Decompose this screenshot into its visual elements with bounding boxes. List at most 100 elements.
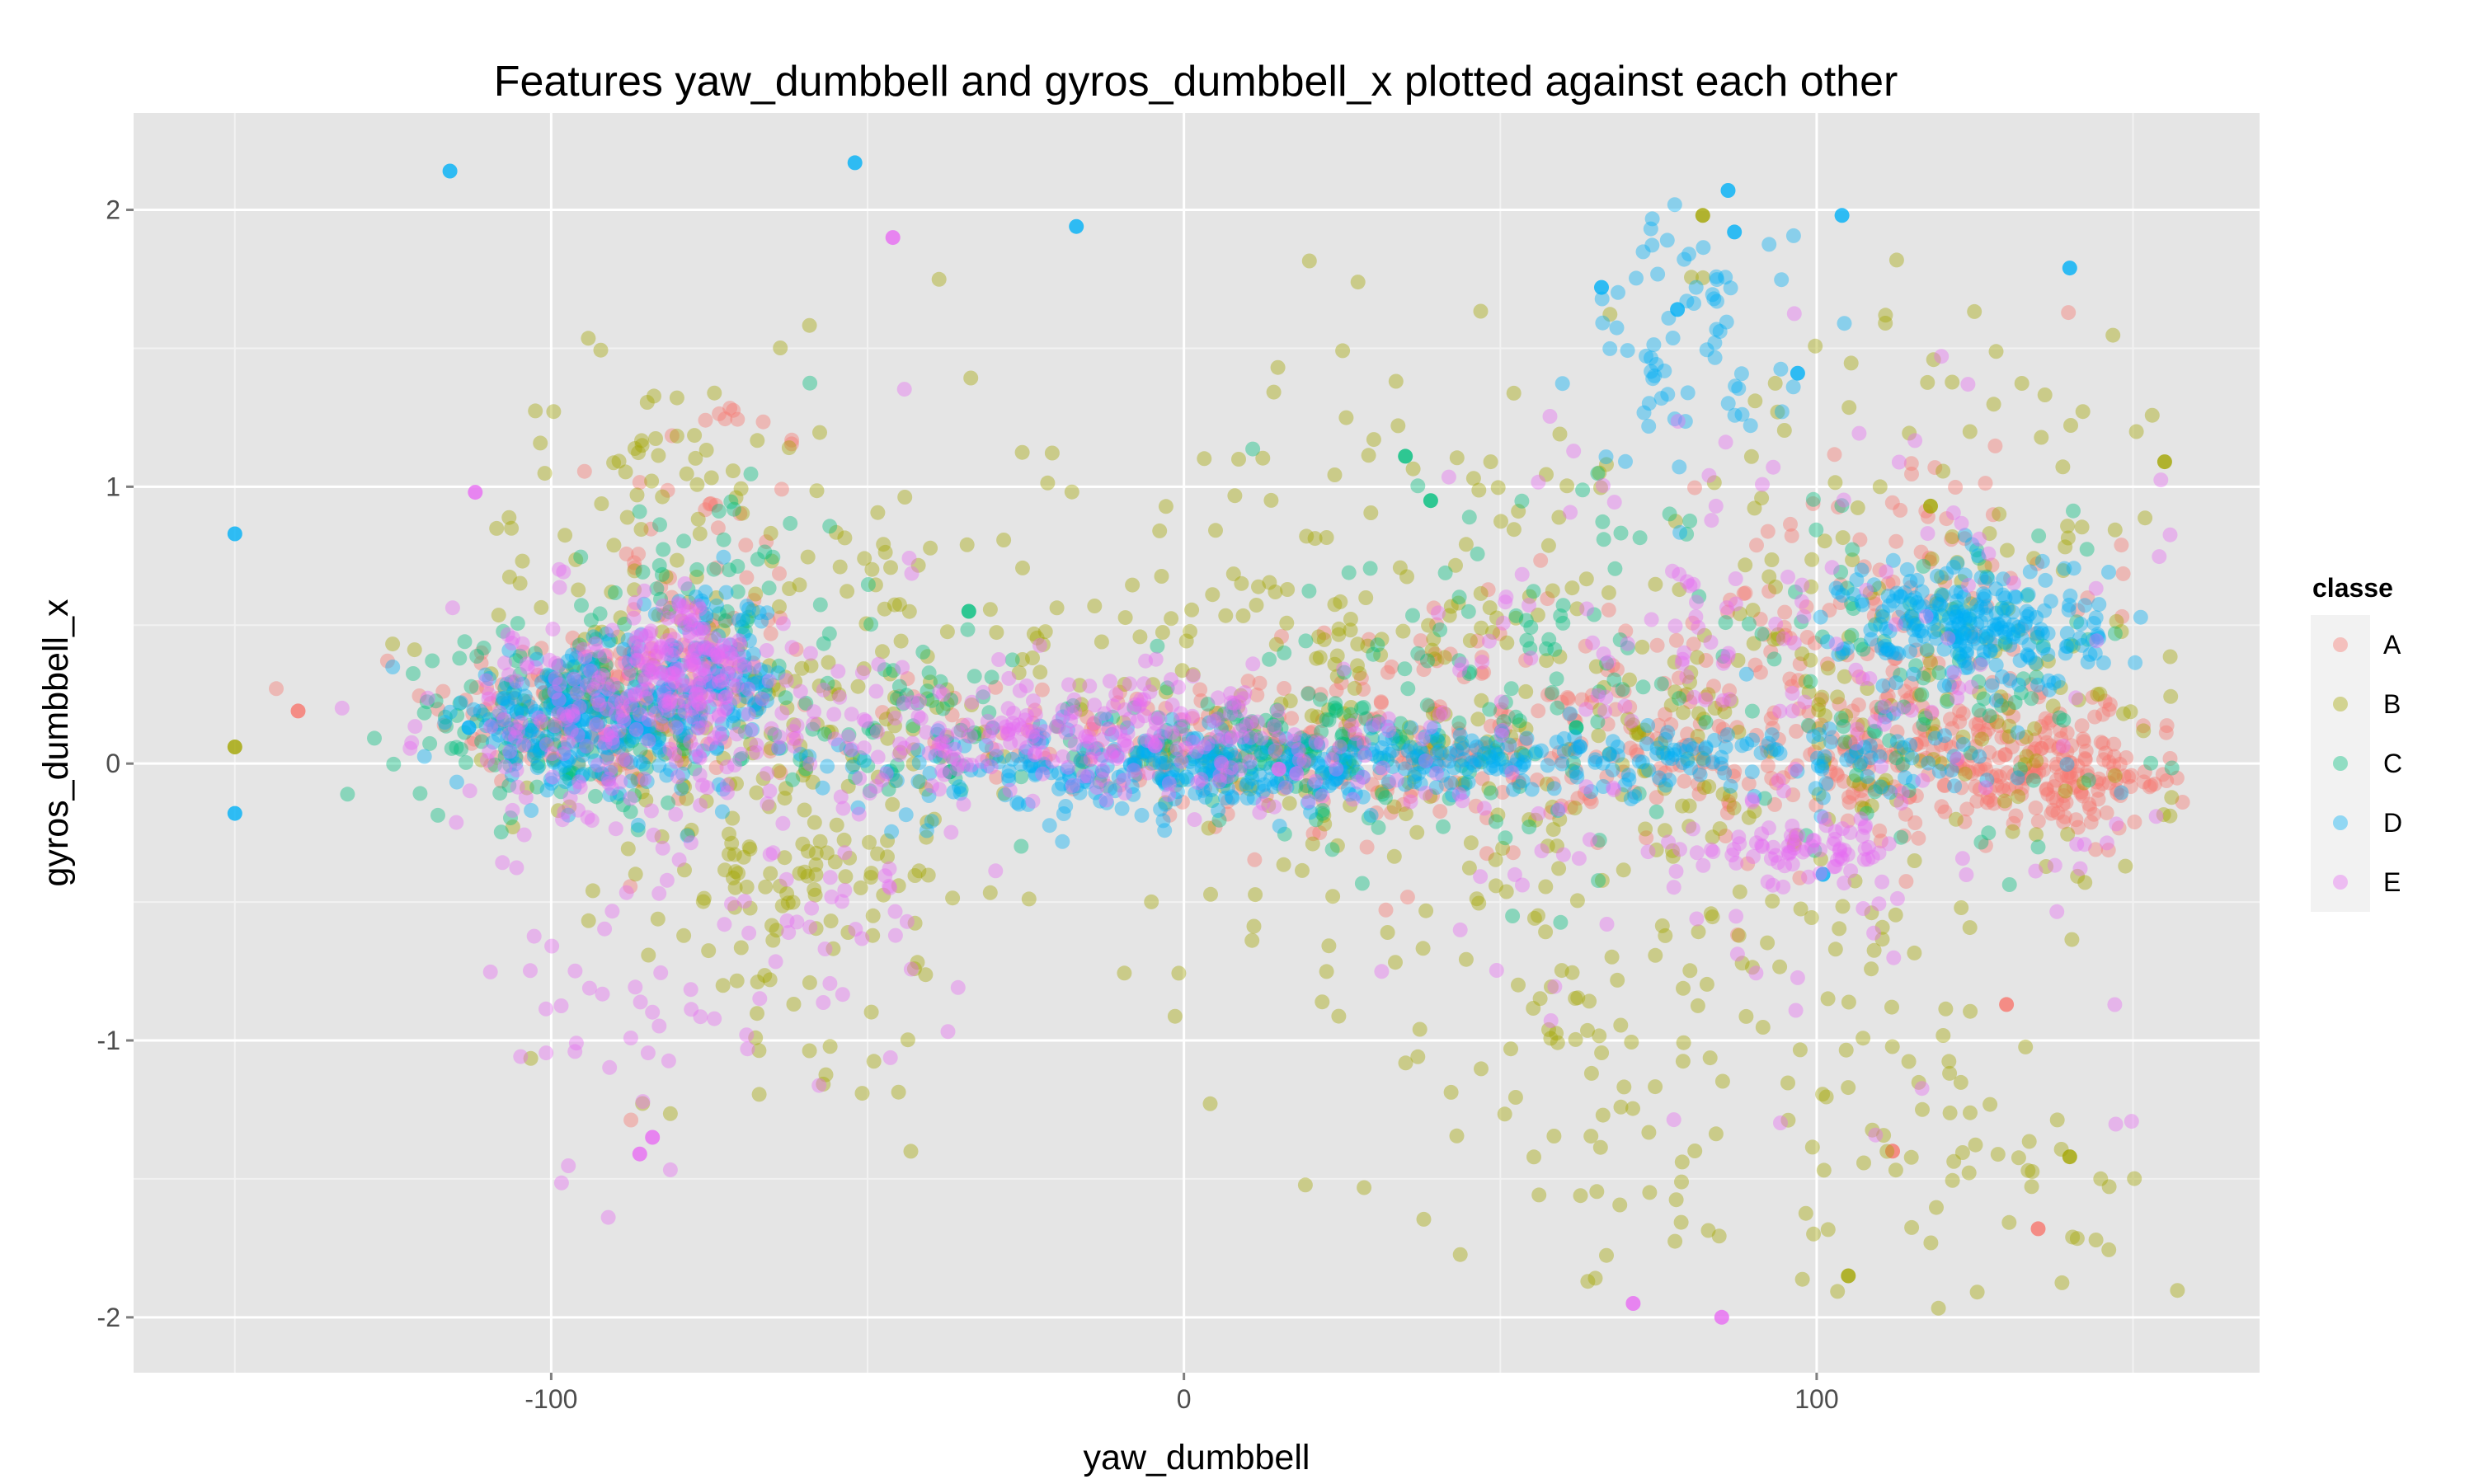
- data-point: [1360, 711, 1376, 726]
- data-point: [1418, 786, 1433, 801]
- data-point: [1805, 491, 1821, 507]
- data-point: [1649, 731, 1665, 747]
- data-point: [797, 864, 812, 880]
- data-point: [1889, 890, 1905, 906]
- data-point: [745, 646, 761, 662]
- data-point: [2000, 765, 2015, 781]
- data-point: [1982, 744, 1997, 760]
- data-point: [1401, 755, 1417, 770]
- data-point: [659, 872, 675, 888]
- data-point: [1690, 998, 1705, 1013]
- data-point: [1785, 703, 1800, 719]
- data-point: [385, 660, 401, 674]
- data-point: [1555, 847, 1571, 862]
- data-point: [1944, 740, 1959, 755]
- data-point: [604, 622, 620, 638]
- data-point: [2078, 744, 2094, 758]
- data-point: [1452, 753, 1468, 768]
- data-point: [1216, 762, 1231, 777]
- data-point: [907, 868, 923, 883]
- data-point: [2044, 805, 2059, 821]
- data-point: [1763, 644, 1779, 660]
- data-point: [1338, 718, 1353, 734]
- data-point: [551, 658, 567, 674]
- data-point: [1959, 753, 1975, 768]
- data-point: [1914, 752, 1930, 768]
- data-point: [1051, 712, 1067, 728]
- data-point: [1451, 726, 1467, 741]
- data-point: [1604, 949, 1620, 965]
- data-point: [407, 642, 422, 658]
- data-point: [1305, 836, 1320, 852]
- data-point: [340, 787, 355, 802]
- data-point: [1176, 712, 1192, 727]
- data-point: [1780, 1075, 1795, 1091]
- data-point: [1970, 762, 1986, 777]
- data-point: [781, 440, 797, 456]
- data-point: [537, 736, 553, 751]
- data-point: [956, 796, 971, 812]
- data-point: [1867, 782, 1883, 797]
- data-point: [1483, 454, 1498, 470]
- data-point: [1690, 650, 1705, 665]
- data-point: [882, 1050, 898, 1065]
- data-point: [1850, 726, 1865, 742]
- data-point: [1884, 495, 1900, 510]
- data-point: [528, 403, 543, 419]
- data-point: [2159, 773, 2175, 788]
- data-point: [478, 673, 494, 688]
- data-point: [1468, 798, 1484, 814]
- data-point: [1937, 804, 1953, 819]
- data-point: [1738, 557, 1753, 573]
- data-point: [1764, 771, 1780, 786]
- data-point: [1220, 765, 1235, 781]
- data-point: [1699, 976, 1714, 992]
- data-point: [897, 490, 913, 505]
- data-point: [1184, 602, 1200, 618]
- data-point: [1584, 695, 1599, 710]
- data-point: [1531, 474, 1546, 490]
- data-point: [684, 672, 699, 688]
- data-point: [877, 868, 893, 884]
- data-point: [1564, 741, 1579, 757]
- data-point: [1518, 683, 1534, 699]
- data-point: [1705, 829, 1720, 845]
- data-point: [1318, 770, 1333, 786]
- data-point: [1433, 705, 1448, 720]
- data-point: [1827, 447, 1842, 463]
- data-point: [2116, 768, 2132, 784]
- data-point: [2039, 735, 2054, 750]
- data-point: [1390, 418, 1406, 434]
- data-point: [1540, 758, 1555, 773]
- data-point: [2143, 777, 2159, 793]
- data-point: [1761, 237, 1777, 252]
- data-point: [1303, 769, 1318, 785]
- data-point: [1934, 589, 1950, 604]
- data-point: [1300, 685, 1316, 701]
- data-point: [2124, 1114, 2139, 1129]
- data-point: [1585, 635, 1601, 650]
- data-point: [1134, 807, 1150, 823]
- data-point: [545, 622, 561, 636]
- data-point: [745, 655, 761, 671]
- data-point: [1763, 851, 1779, 866]
- data-point: [2056, 750, 2071, 766]
- data-point: [1400, 681, 1416, 697]
- data-point: [755, 414, 771, 430]
- data-point: [1378, 902, 1394, 918]
- data-point: [1798, 1205, 1813, 1221]
- data-point: [1528, 744, 1544, 760]
- data-point: [650, 911, 666, 927]
- data-point: [1701, 467, 1717, 483]
- data-point: [1163, 743, 1178, 758]
- data-point: [1642, 1185, 1658, 1200]
- data-point: [733, 481, 749, 496]
- data-point: [557, 805, 572, 820]
- data-point: [1449, 450, 1465, 466]
- data-point: [1765, 721, 1780, 736]
- data-point: [1552, 801, 1568, 817]
- data-point: [1671, 670, 1686, 686]
- data-point: [1881, 598, 1897, 613]
- data-point: [495, 677, 510, 693]
- data-point: [1272, 819, 1287, 834]
